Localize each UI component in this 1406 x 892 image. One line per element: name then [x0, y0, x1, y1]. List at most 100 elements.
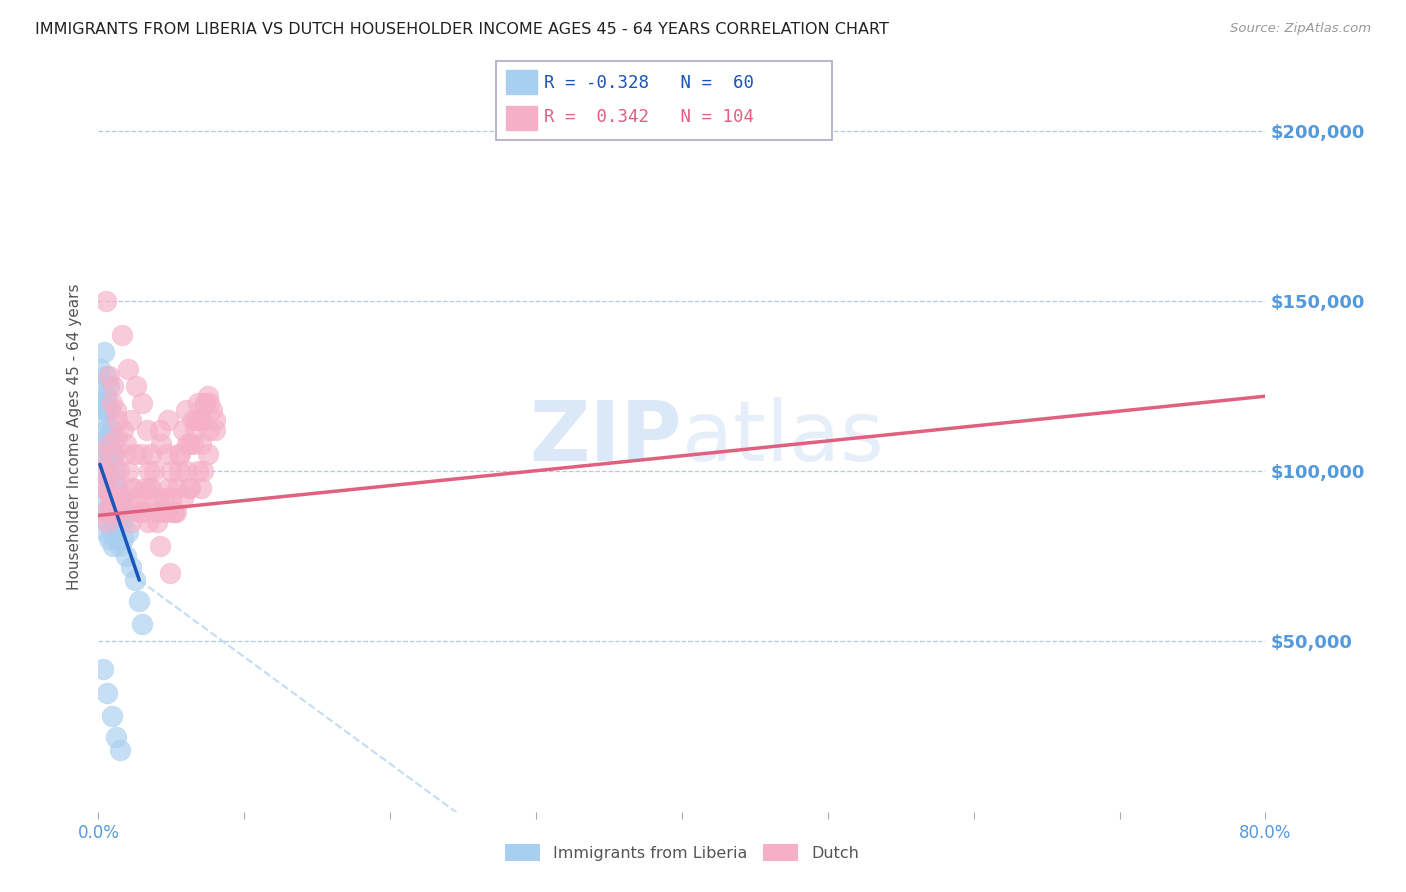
Point: [94, 491, 117, 506]
Point: [110, 743, 132, 757]
Point: [153, 491, 176, 506]
Point: [111, 491, 134, 506]
Point: [100, 709, 122, 723]
Point: [120, 413, 142, 427]
Point: [98, 505, 121, 519]
Point: [115, 437, 138, 451]
Point: [124, 491, 146, 506]
Text: Source: ZipAtlas.com: Source: ZipAtlas.com: [1230, 22, 1371, 36]
Point: [190, 481, 212, 495]
Point: [114, 505, 136, 519]
Point: [181, 437, 204, 451]
Point: [94, 368, 117, 383]
Text: ZIP: ZIP: [530, 397, 682, 477]
Point: [120, 559, 142, 574]
Text: atlas: atlas: [682, 397, 883, 477]
Point: [105, 533, 128, 547]
Point: [194, 396, 217, 410]
Point: [129, 505, 152, 519]
Point: [167, 447, 190, 461]
Point: [93, 481, 115, 495]
Point: [91, 464, 114, 478]
Point: [96, 515, 118, 529]
Point: [204, 413, 226, 427]
Point: [121, 481, 143, 495]
Point: [131, 617, 153, 632]
Point: [176, 437, 198, 451]
Point: [172, 491, 194, 506]
Point: [186, 413, 208, 427]
Legend: Immigrants from Liberia, Dutch: Immigrants from Liberia, Dutch: [499, 838, 865, 867]
Point: [197, 447, 219, 461]
Point: [98, 402, 121, 417]
Point: [100, 491, 122, 506]
Point: [103, 505, 125, 519]
Point: [110, 491, 132, 506]
Point: [110, 539, 132, 553]
Point: [131, 396, 153, 410]
Point: [100, 481, 122, 495]
Text: IMMIGRANTS FROM LIBERIA VS DUTCH HOUSEHOLDER INCOME AGES 45 - 64 YEARS CORRELATI: IMMIGRANTS FROM LIBERIA VS DUTCH HOUSEHO…: [35, 22, 889, 37]
Point: [131, 447, 153, 461]
Point: [190, 437, 212, 451]
Point: [193, 464, 215, 478]
Point: [103, 447, 125, 461]
Point: [157, 413, 180, 427]
Point: [148, 491, 170, 506]
Point: [97, 368, 120, 383]
Point: [166, 481, 188, 495]
Point: [94, 293, 117, 308]
Point: [139, 481, 162, 495]
Point: [96, 430, 118, 444]
Point: [117, 362, 139, 376]
Point: [177, 437, 200, 451]
Point: [139, 447, 162, 461]
Point: [142, 464, 165, 478]
Point: [120, 515, 142, 529]
Point: [97, 379, 120, 393]
Point: [179, 481, 201, 495]
Point: [136, 515, 159, 529]
Y-axis label: Householder Income Ages 45 - 64 years: Householder Income Ages 45 - 64 years: [67, 284, 83, 591]
Point: [97, 481, 120, 495]
Point: [105, 430, 128, 444]
Point: [135, 423, 157, 437]
Point: [96, 464, 118, 478]
Point: [138, 481, 160, 495]
Point: [134, 481, 156, 495]
Point: [90, 396, 112, 410]
Point: [101, 437, 124, 451]
Point: [124, 573, 146, 587]
Point: [97, 533, 120, 547]
Point: [149, 423, 172, 437]
Point: [138, 464, 160, 478]
Point: [197, 389, 219, 403]
Point: [146, 515, 169, 529]
Point: [98, 491, 121, 506]
Point: [128, 593, 150, 607]
Point: [101, 379, 124, 393]
Point: [97, 437, 120, 451]
Point: [174, 402, 197, 417]
Point: [100, 423, 122, 437]
Point: [96, 515, 118, 529]
Point: [93, 447, 115, 461]
Point: [194, 396, 217, 410]
Point: [110, 505, 132, 519]
Point: [105, 413, 128, 427]
Point: [108, 498, 131, 512]
Point: [100, 525, 122, 540]
Point: [94, 481, 117, 495]
Point: [181, 413, 204, 427]
Point: [152, 505, 174, 519]
Point: [198, 396, 221, 410]
Point: [100, 396, 122, 410]
Point: [122, 481, 145, 495]
Point: [96, 471, 118, 485]
Point: [187, 396, 209, 410]
Point: [198, 423, 221, 437]
Point: [89, 362, 111, 376]
Point: [101, 505, 124, 519]
Point: [128, 505, 150, 519]
Point: [97, 437, 120, 451]
